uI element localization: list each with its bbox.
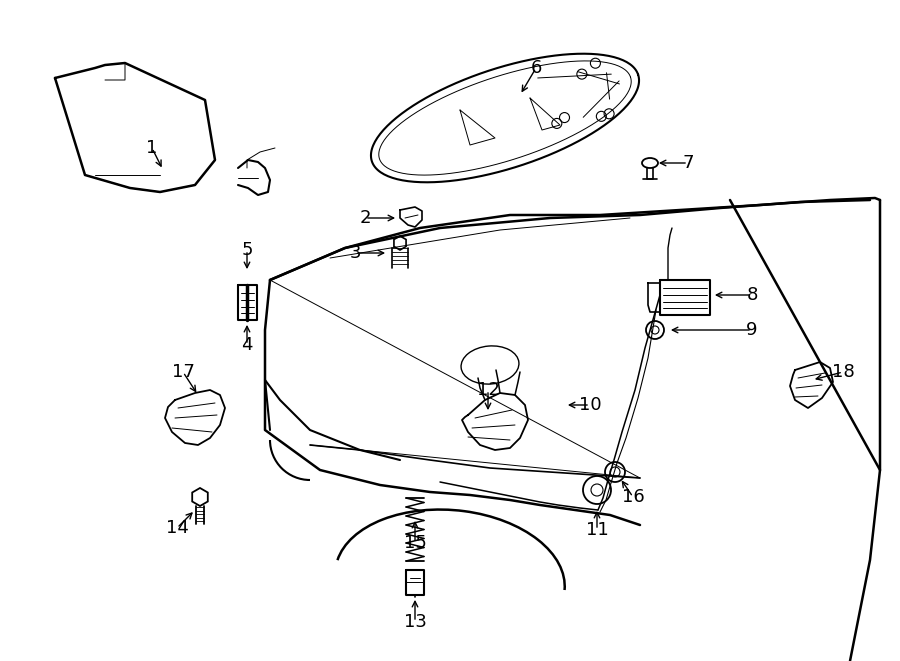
- Text: 13: 13: [403, 613, 427, 631]
- Text: 1: 1: [147, 139, 158, 157]
- Text: 8: 8: [746, 286, 758, 304]
- Text: 12: 12: [477, 381, 500, 399]
- Text: 17: 17: [172, 363, 194, 381]
- Text: 7: 7: [682, 154, 694, 172]
- Text: 18: 18: [832, 363, 854, 381]
- Text: 10: 10: [579, 396, 601, 414]
- Text: 11: 11: [586, 521, 608, 539]
- Text: 4: 4: [241, 336, 253, 354]
- Text: 2: 2: [359, 209, 371, 227]
- Text: 6: 6: [530, 59, 542, 77]
- Text: 15: 15: [403, 534, 427, 552]
- Text: 16: 16: [622, 488, 644, 506]
- Text: 14: 14: [166, 519, 188, 537]
- Text: 5: 5: [241, 241, 253, 259]
- Text: 9: 9: [746, 321, 758, 339]
- Text: 3: 3: [349, 244, 361, 262]
